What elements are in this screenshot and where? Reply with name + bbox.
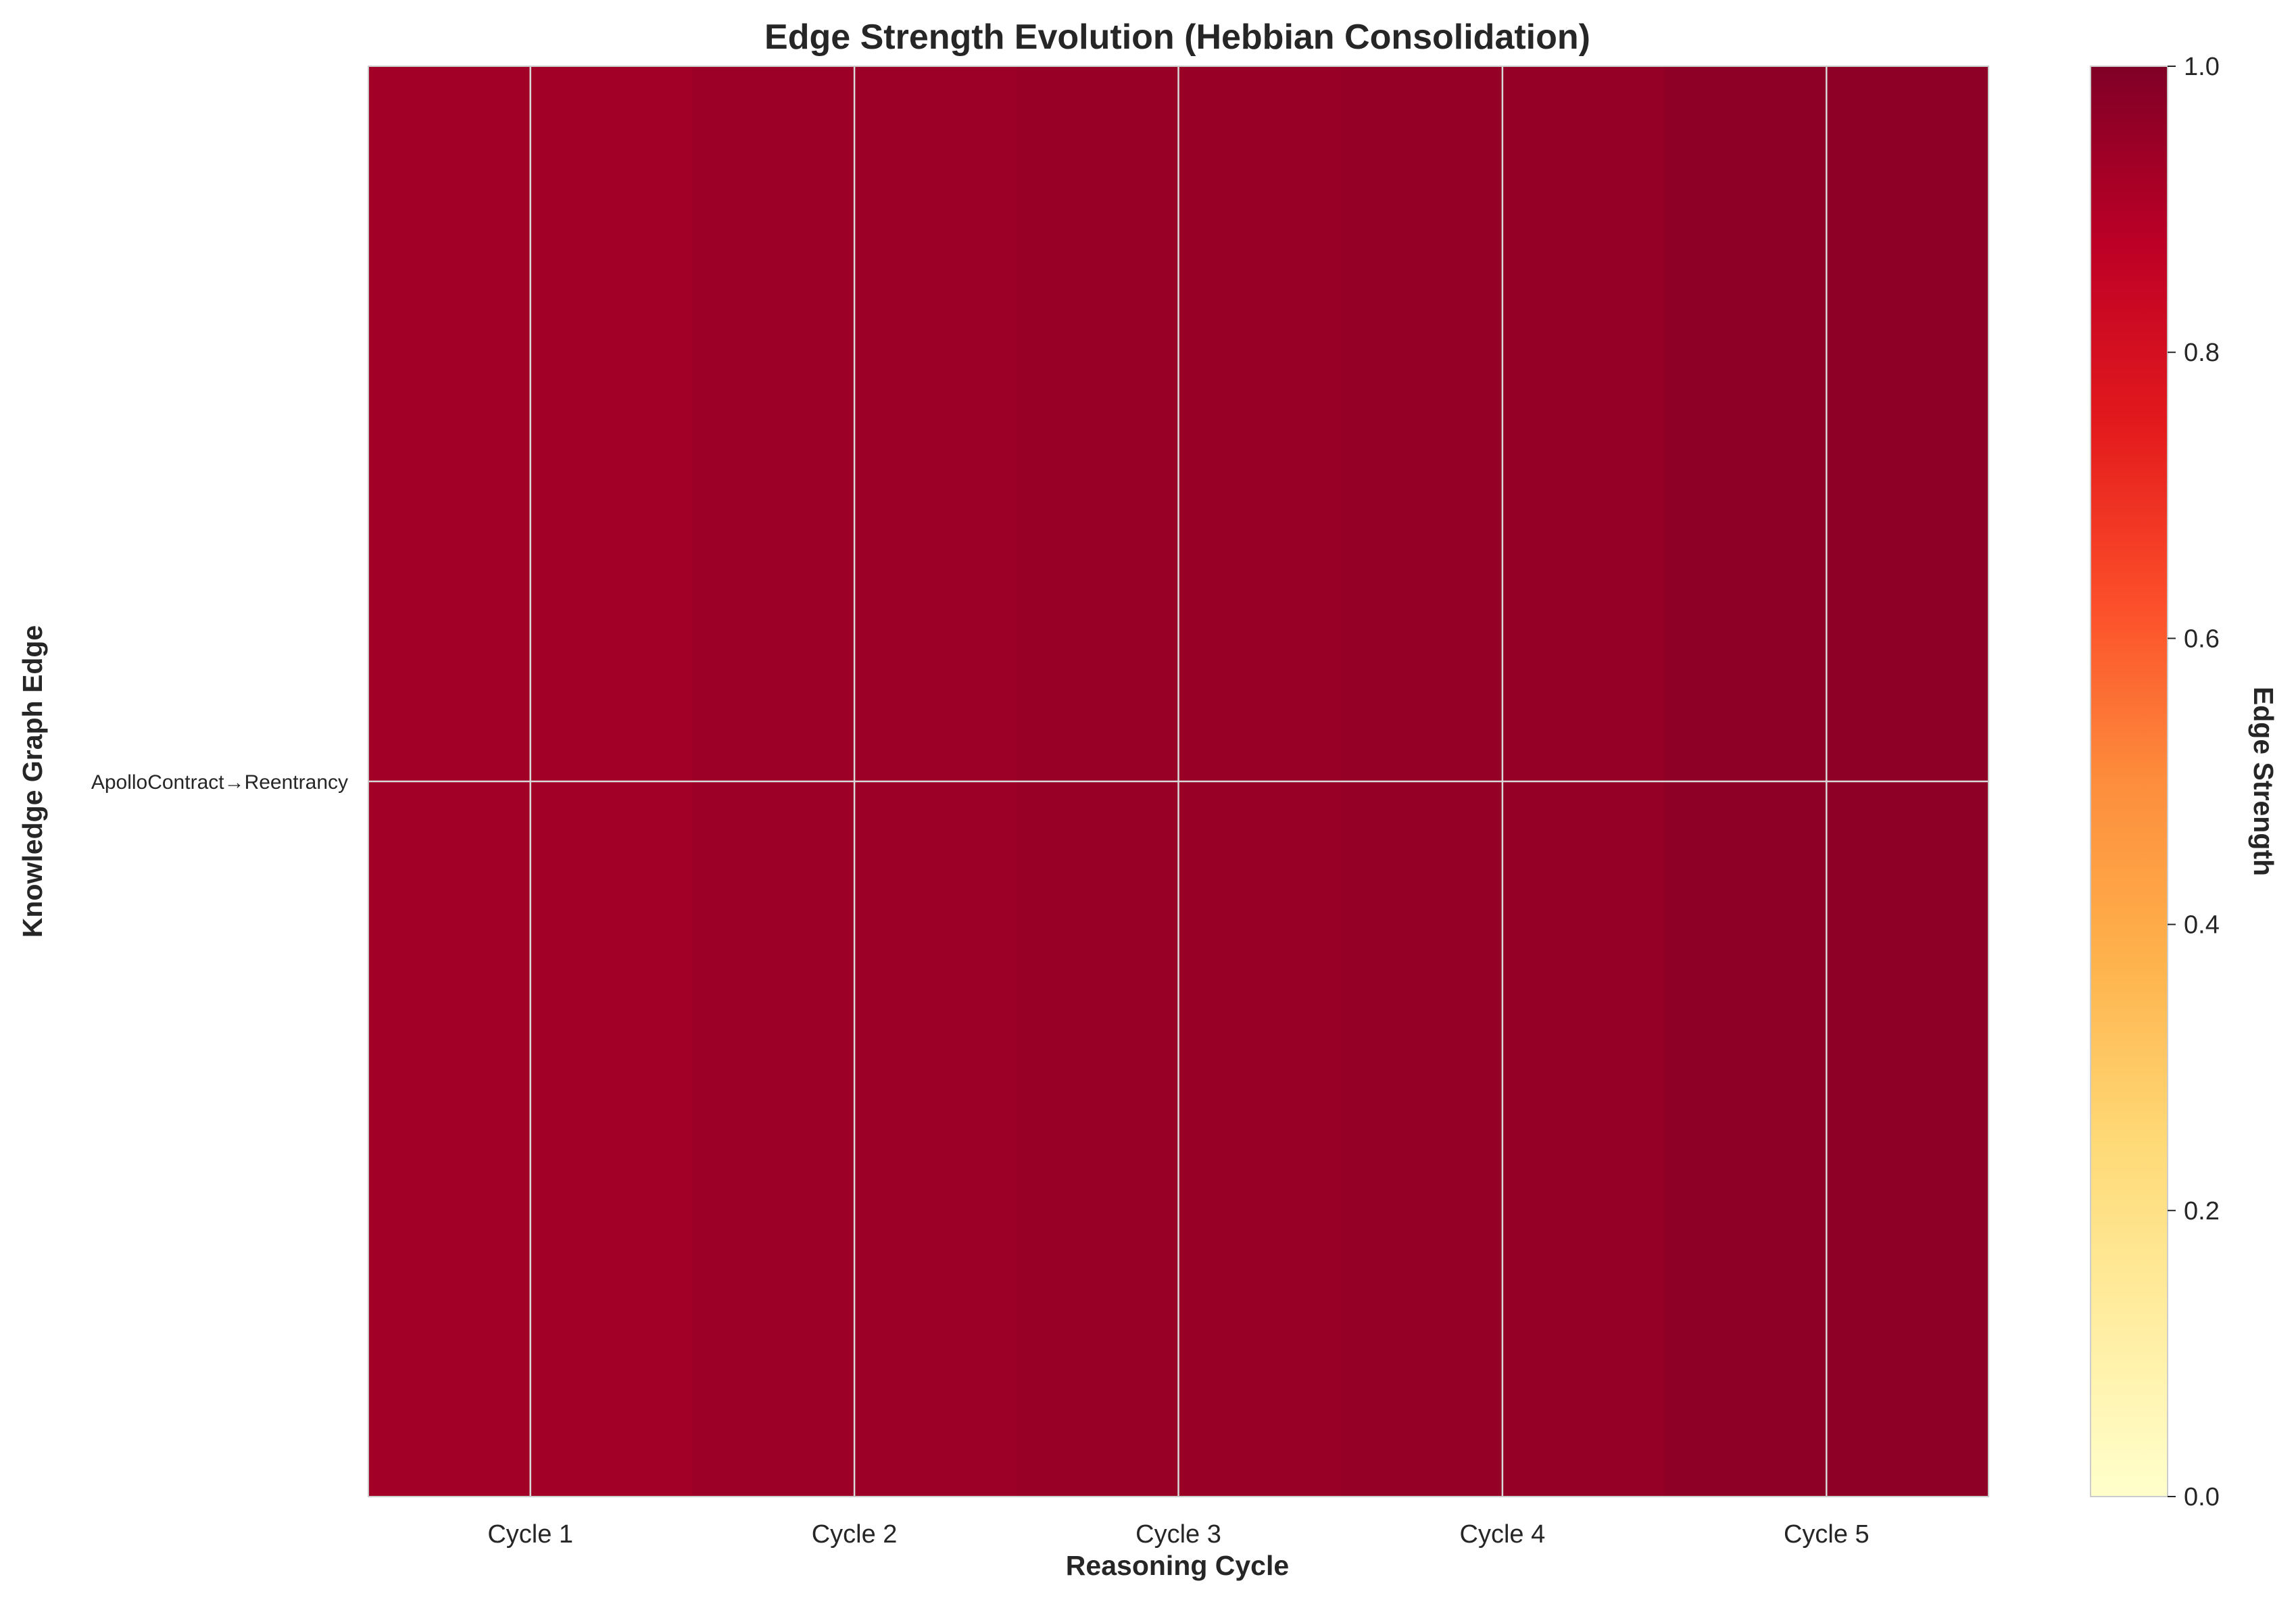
x-axis-label: Reasoning Cycle	[1066, 1550, 1289, 1581]
y-tick-label: ApolloContract→Reentrancy	[91, 771, 348, 794]
colorbar: 0.0 0.2 0.4 0.6 0.8 1.0 Edge Strength	[2090, 53, 2279, 1511]
x-tick-label: Cycle 1	[487, 1520, 573, 1549]
x-tick-label: Cycle 2	[812, 1520, 898, 1549]
chart-title: Edge Strength Evolution (Hebbian Consoli…	[764, 18, 1590, 57]
colorbar-tick-label: 0.6	[2184, 625, 2220, 653]
colorbar-tick-label: 1.0	[2184, 53, 2220, 81]
colorbar-tick-label: 0.8	[2184, 339, 2220, 367]
colorbar-tick-label: 0.4	[2184, 911, 2220, 940]
colorbar-tick-label: 0.0	[2184, 1483, 2220, 1511]
x-tick-label: Cycle 4	[1460, 1520, 1546, 1549]
y-axis-label: Knowledge Graph Edge	[17, 625, 48, 938]
y-ticks: ApolloContract→Reentrancy	[91, 771, 348, 794]
colorbar-label: Edge Strength	[2248, 687, 2279, 876]
colorbar-ticks: 0.0 0.2 0.4 0.6 0.8 1.0	[2168, 53, 2220, 1511]
plot-frame	[368, 66, 1989, 1497]
colorbar-gradient	[2090, 66, 2168, 1497]
x-tick-label: Cycle 3	[1135, 1520, 1221, 1549]
x-tick-label: Cycle 5	[1784, 1520, 1870, 1549]
x-ticks: Cycle 1 Cycle 2 Cycle 3 Cycle 4 Cycle 5	[487, 1520, 1869, 1549]
grid-lines	[368, 66, 1988, 1497]
colorbar-tick-label: 0.2	[2184, 1197, 2220, 1225]
